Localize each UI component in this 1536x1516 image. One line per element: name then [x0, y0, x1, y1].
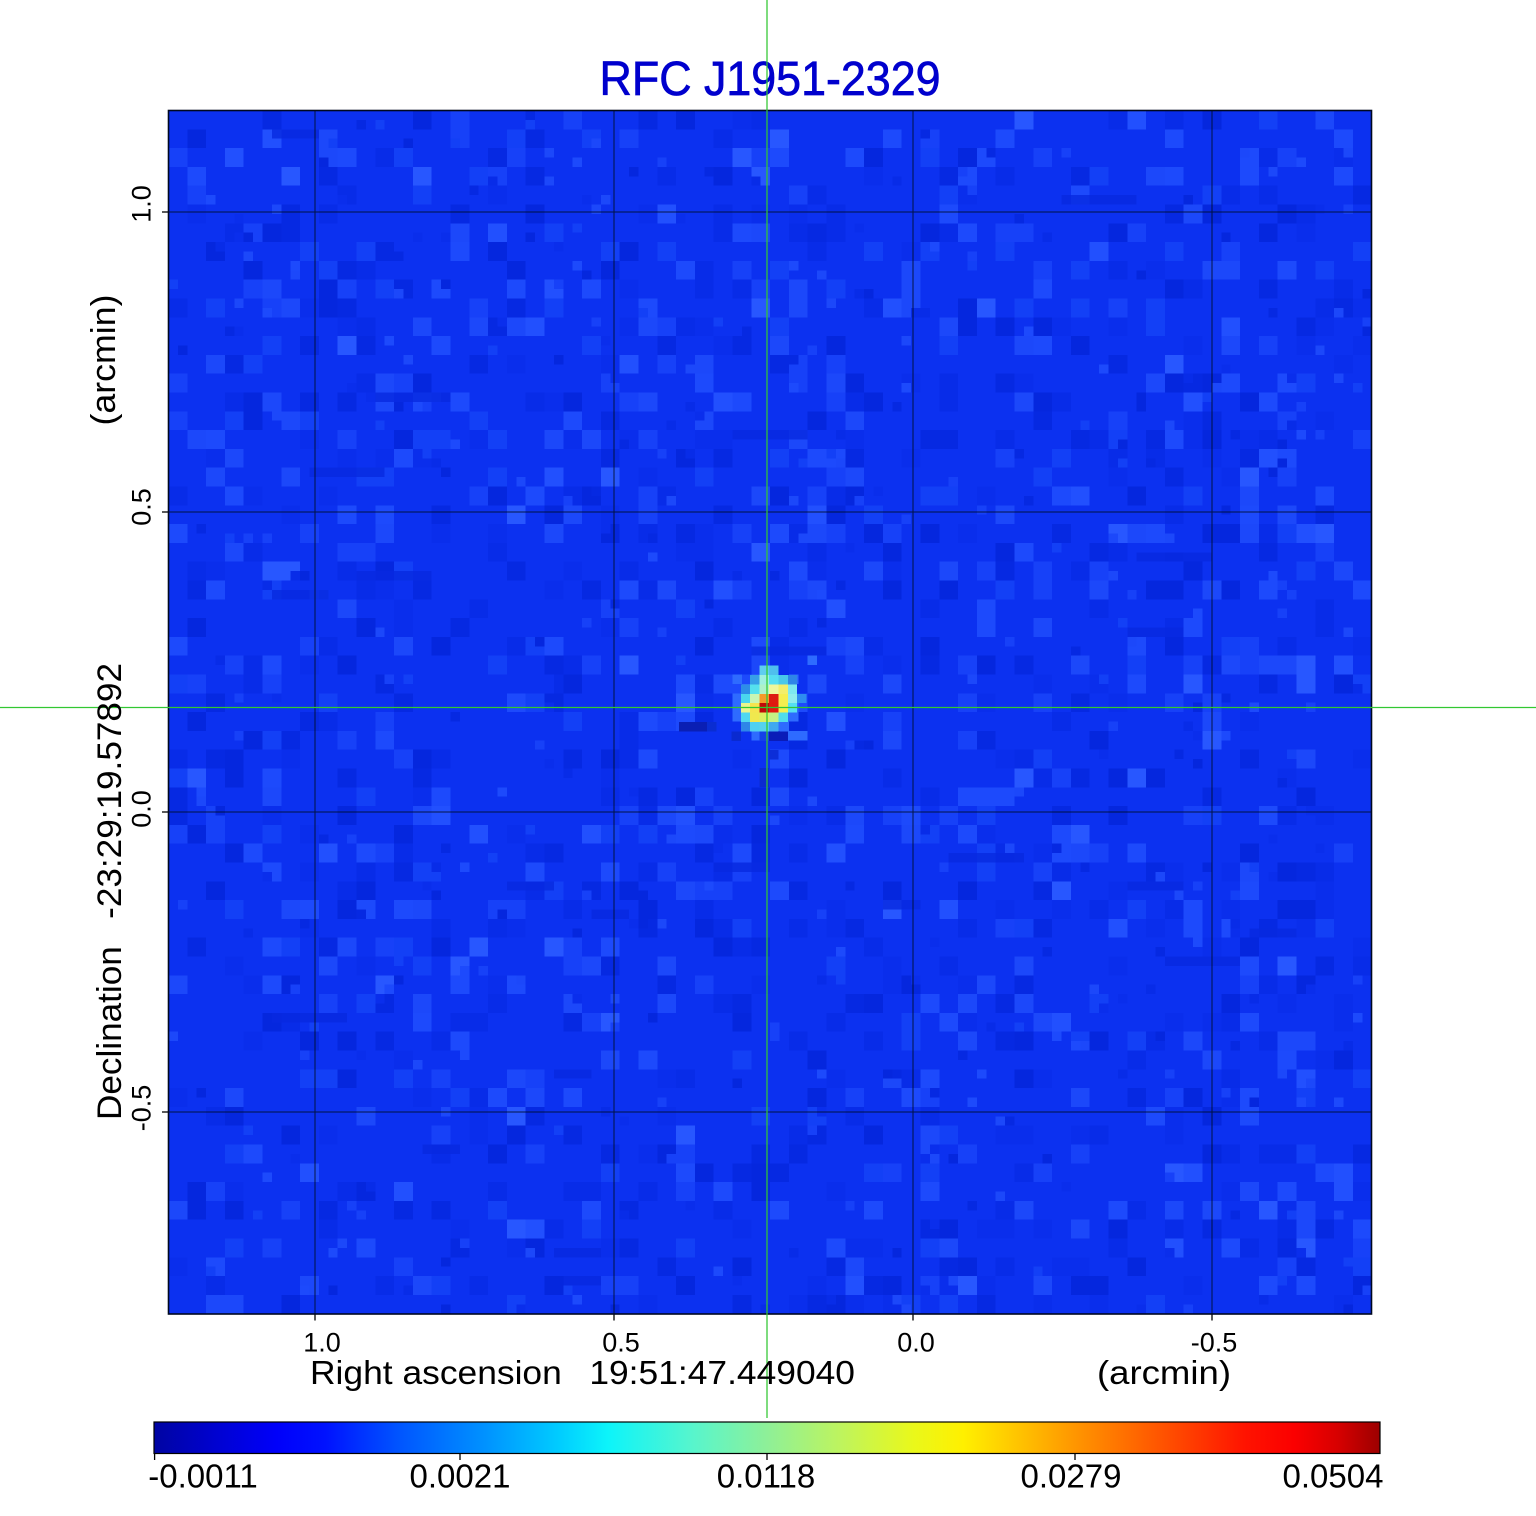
- svg-text:0.5: 0.5: [127, 488, 157, 526]
- svg-text:(arcmin): (arcmin): [1097, 1354, 1231, 1391]
- svg-text:1.0: 1.0: [127, 185, 157, 223]
- svg-text:0.0: 0.0: [127, 790, 157, 828]
- svg-text:Right ascension 19:51:47.4490: Right ascension 19:51:47.449040: [310, 1354, 855, 1391]
- svg-text:(arcmin): (arcmin): [85, 295, 123, 426]
- svg-text:RFC J1951-2329: RFC J1951-2329: [600, 53, 941, 106]
- svg-text:-0.5: -0.5: [127, 1085, 157, 1132]
- svg-text:Declination -23:29:19.57892: Declination -23:29:19.57892: [91, 663, 129, 1120]
- svg-text:0.0118: 0.0118: [717, 1458, 815, 1495]
- svg-text:-0.0011: -0.0011: [148, 1458, 257, 1495]
- svg-text:0.0021: 0.0021: [410, 1458, 511, 1495]
- svg-text:-0.5: -0.5: [1191, 1328, 1238, 1358]
- svg-text:0.0: 0.0: [897, 1328, 935, 1358]
- svg-text:0.0504: 0.0504: [1283, 1458, 1384, 1495]
- svg-text:0.5: 0.5: [602, 1328, 640, 1358]
- svg-text:0.0279: 0.0279: [1021, 1458, 1122, 1495]
- svg-text:1.0: 1.0: [303, 1328, 341, 1358]
